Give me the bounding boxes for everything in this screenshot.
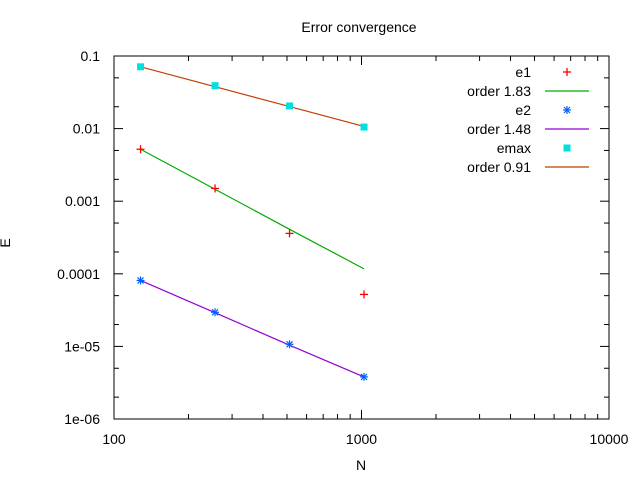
asterisk-marker [285, 340, 294, 349]
y-axis-ticks: 0.1 0.01 0.001 0.0001 1e-05 1e-06 [57, 48, 609, 427]
plot-frame [113, 55, 610, 420]
y-tick-label: 1e-06 [64, 411, 100, 427]
legend-label: order 1.48 [467, 121, 531, 137]
filled-square-marker [286, 102, 294, 110]
legend-label: order 0.91 [467, 159, 531, 175]
filled-square-marker [360, 123, 368, 131]
y-axis-label: E [0, 238, 13, 247]
plus-marker [360, 290, 369, 299]
y-tick-label: 0.1 [81, 48, 101, 64]
asterisk-marker [211, 308, 220, 317]
filled-square-marker [137, 63, 145, 71]
x-tick-label: 10000 [590, 431, 629, 447]
x-tick-label: 100 [102, 431, 126, 447]
legend: e1 order 1.83 e2 order 1.48 emax order 0.91 [467, 64, 589, 175]
y-tick-label: 0.0001 [57, 266, 100, 282]
legend-label: e1 [515, 64, 531, 80]
y-tick-label: 1e-05 [64, 338, 100, 354]
legend-label: order 1.83 [467, 83, 531, 99]
plot-series [136, 63, 369, 381]
fit-line [140, 148, 365, 270]
fit-line [140, 66, 365, 128]
chart-title: Error convergence [301, 19, 416, 35]
asterisk-marker [136, 276, 145, 285]
x-tick-label: 1000 [346, 431, 377, 447]
plus-marker [285, 229, 294, 238]
asterisk-marker [360, 372, 369, 381]
asterisk-marker [563, 106, 571, 114]
plus-marker [211, 184, 220, 193]
legend-label: emax [497, 140, 531, 156]
y-tick-label: 0.01 [73, 121, 100, 137]
y-tick-label: 0.001 [65, 193, 100, 209]
legend-label: e2 [515, 102, 531, 118]
x-axis-ticks: 100 1000 10000 [102, 56, 629, 447]
filled-square-marker [563, 144, 571, 152]
filled-square-marker [211, 82, 219, 90]
plus-marker [136, 145, 145, 154]
x-axis-label: N [356, 457, 366, 473]
plus-marker [563, 68, 571, 76]
fit-line [140, 279, 365, 378]
